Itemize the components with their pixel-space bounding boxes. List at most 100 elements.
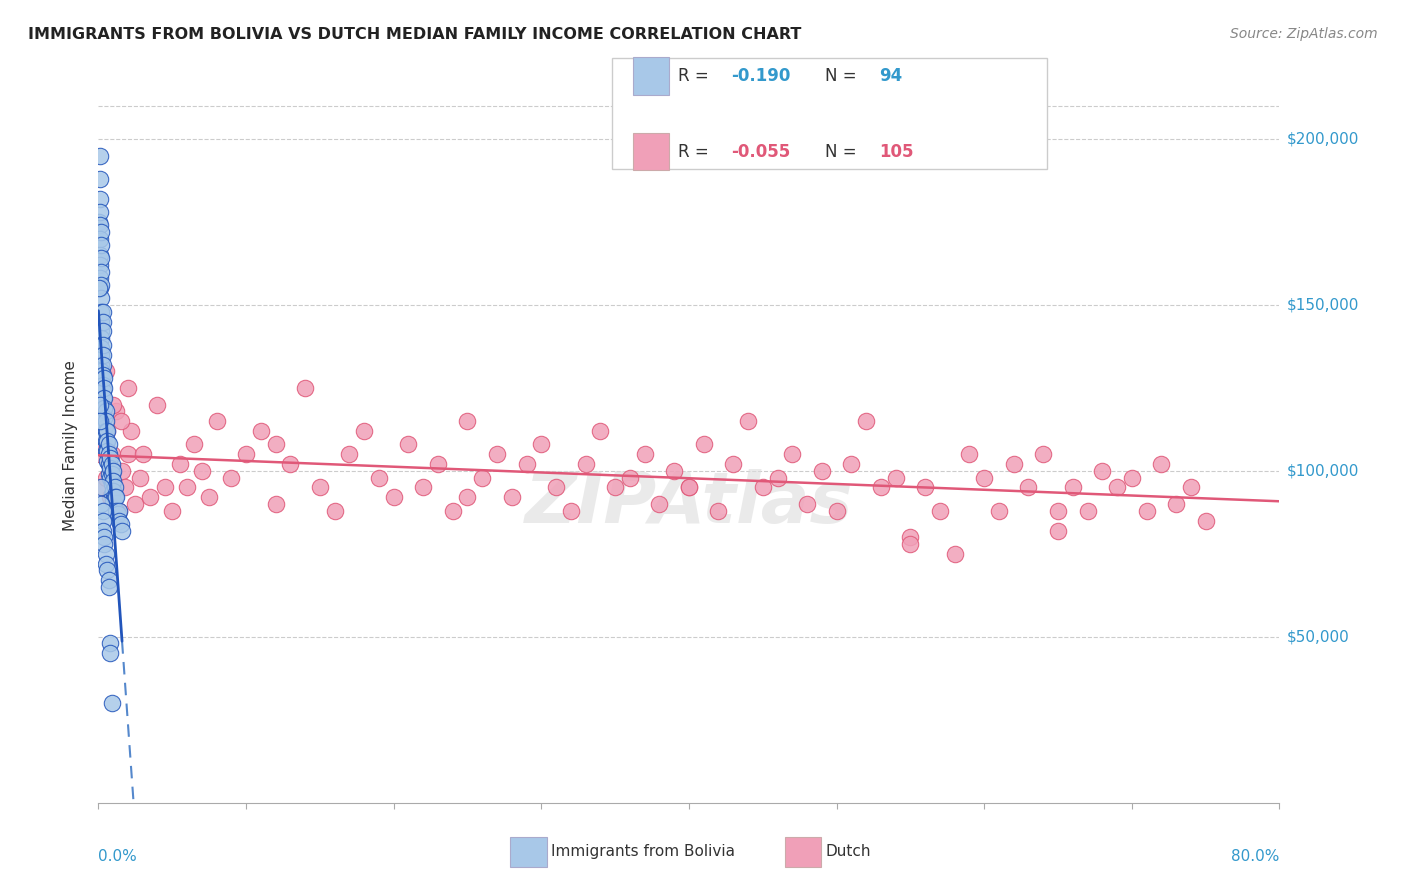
Point bbox=[89, 219, 111, 233]
Point bbox=[100, 457, 122, 471]
Point bbox=[810, 464, 832, 478]
Point bbox=[110, 414, 132, 428]
Point bbox=[89, 414, 111, 428]
Point bbox=[111, 524, 134, 538]
Point bbox=[132, 447, 155, 461]
Point bbox=[91, 514, 114, 528]
Point bbox=[93, 371, 115, 385]
Point bbox=[1046, 504, 1069, 518]
Point bbox=[90, 497, 112, 511]
Point bbox=[515, 457, 537, 471]
Point bbox=[90, 225, 112, 239]
Text: $50,000: $50,000 bbox=[1286, 630, 1350, 644]
Point bbox=[412, 481, 434, 495]
Point bbox=[97, 580, 120, 594]
Point bbox=[90, 348, 112, 362]
Point bbox=[169, 457, 191, 471]
Point bbox=[90, 265, 112, 279]
Point bbox=[1164, 497, 1187, 511]
Point bbox=[97, 437, 120, 451]
Point bbox=[219, 470, 242, 484]
Point bbox=[501, 491, 523, 505]
Point bbox=[766, 470, 789, 484]
Text: R =: R = bbox=[678, 67, 714, 85]
Point bbox=[96, 424, 118, 438]
Point bbox=[205, 414, 228, 428]
Point bbox=[100, 487, 122, 501]
Point bbox=[183, 437, 205, 451]
Point bbox=[486, 447, 509, 461]
Point bbox=[90, 291, 112, 305]
Point bbox=[105, 404, 128, 418]
Point bbox=[162, 504, 183, 518]
Point bbox=[90, 481, 112, 495]
Point bbox=[100, 447, 122, 461]
Point bbox=[664, 464, 686, 478]
Point bbox=[89, 148, 111, 162]
Point bbox=[96, 564, 118, 578]
Point bbox=[94, 557, 117, 571]
Point bbox=[441, 504, 464, 518]
Point bbox=[89, 447, 111, 461]
Point bbox=[90, 252, 112, 266]
Point bbox=[103, 493, 125, 508]
Point bbox=[97, 457, 120, 471]
Point bbox=[914, 481, 936, 495]
Point bbox=[89, 231, 111, 245]
Point bbox=[323, 504, 346, 518]
Text: Immigrants from Bolivia: Immigrants from Bolivia bbox=[551, 845, 735, 859]
Point bbox=[737, 414, 759, 428]
Y-axis label: Median Family Income: Median Family Income bbox=[63, 360, 77, 532]
Point bbox=[104, 491, 127, 505]
Point bbox=[146, 397, 169, 411]
Point bbox=[471, 470, 494, 484]
Point bbox=[721, 457, 744, 471]
Point bbox=[707, 504, 730, 518]
Point bbox=[89, 271, 111, 285]
Point bbox=[124, 497, 146, 511]
Point bbox=[264, 437, 287, 451]
Point bbox=[93, 437, 115, 451]
Point bbox=[309, 481, 332, 495]
Point bbox=[89, 281, 111, 295]
Point bbox=[114, 481, 136, 495]
Point bbox=[90, 278, 112, 293]
Point bbox=[110, 516, 132, 531]
Point bbox=[90, 358, 112, 372]
Point bbox=[1002, 457, 1025, 471]
Point bbox=[103, 464, 125, 478]
Point bbox=[105, 504, 128, 518]
Point bbox=[108, 504, 131, 518]
Point bbox=[100, 696, 122, 710]
Point bbox=[796, 497, 818, 511]
Point bbox=[396, 437, 419, 451]
Point bbox=[1062, 481, 1084, 495]
Point bbox=[278, 457, 302, 471]
Point bbox=[198, 491, 221, 505]
Point bbox=[191, 464, 214, 478]
Point bbox=[90, 238, 112, 252]
Point bbox=[368, 470, 391, 484]
Point bbox=[94, 444, 117, 458]
Point bbox=[90, 364, 112, 378]
Point bbox=[94, 547, 117, 561]
Text: $100,000: $100,000 bbox=[1286, 463, 1358, 478]
Point bbox=[96, 434, 118, 448]
Point bbox=[751, 481, 773, 495]
Point bbox=[153, 481, 176, 495]
Point bbox=[97, 574, 120, 588]
Text: 0.0%: 0.0% bbox=[98, 849, 138, 863]
Point bbox=[89, 192, 111, 206]
Point bbox=[89, 171, 111, 186]
Point bbox=[91, 481, 114, 495]
Point bbox=[107, 507, 129, 521]
Point bbox=[1180, 481, 1202, 495]
Point bbox=[825, 504, 848, 518]
Text: ZIPAtlas: ZIPAtlas bbox=[524, 468, 853, 538]
Point bbox=[900, 530, 922, 544]
Point bbox=[264, 497, 287, 511]
Point bbox=[91, 304, 114, 318]
Point bbox=[456, 491, 478, 505]
Point bbox=[98, 450, 121, 465]
Point bbox=[1017, 481, 1039, 495]
